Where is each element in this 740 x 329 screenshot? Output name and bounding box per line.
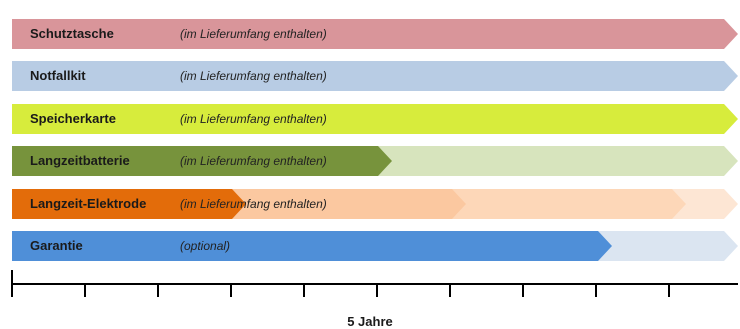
bar-fill [12, 146, 392, 176]
bar-fill [12, 19, 738, 49]
row-label: Notfallkit [30, 68, 86, 83]
time-axis [11, 270, 738, 297]
bar-langzeit-elektrode [12, 189, 738, 219]
row-langzeitbatterie: Langzeitbatterie (im Lieferumfang enthal… [0, 146, 740, 176]
bar-faded-fill [598, 231, 738, 261]
bar-langzeitbatterie [12, 146, 738, 176]
bar-fill [12, 61, 738, 91]
bar-faded-fill [232, 189, 466, 219]
row-label: Langzeitbatterie [30, 153, 130, 168]
bar-garantie [12, 231, 738, 261]
bar-schutztasche [12, 19, 738, 49]
row-note: (im Lieferumfang enthalten) [180, 112, 327, 126]
row-note: (im Lieferumfang enthalten) [180, 154, 327, 168]
axis-label: 5 Jahre [347, 314, 393, 329]
row-note: (im Lieferumfang enthalten) [180, 69, 327, 83]
bar-faded-fill-2 [672, 189, 738, 219]
row-note: (im Lieferumfang enthalten) [180, 27, 327, 41]
bar-speicherkarte [12, 104, 738, 134]
bar-faded-fill-mid [452, 189, 686, 219]
row-langzeit-elektrode: Langzeit-Elektrode (im Lieferumfang enth… [0, 189, 740, 219]
row-label: Langzeit-Elektrode [30, 196, 147, 211]
row-speicherkarte: Speicherkarte (im Lieferumfang enthalten… [0, 104, 740, 134]
row-note: (im Lieferumfang enthalten) [180, 197, 327, 211]
row-note: (optional) [180, 239, 231, 253]
bar-notfallkit [12, 61, 738, 91]
row-notfallkit: Notfallkit (im Lieferumfang enthalten) [0, 61, 740, 91]
bar-fill [12, 104, 738, 134]
bar-fill [12, 231, 612, 261]
bar-fill [12, 189, 246, 219]
row-label: Schutztasche [30, 26, 114, 41]
bar-faded-fill [378, 146, 738, 176]
row-garantie: Garantie (optional) [0, 231, 740, 261]
row-label: Garantie [30, 238, 83, 253]
row-label: Speicherkarte [30, 111, 116, 126]
row-schutztasche: Schutztasche (im Lieferumfang enthalten) [0, 19, 740, 49]
